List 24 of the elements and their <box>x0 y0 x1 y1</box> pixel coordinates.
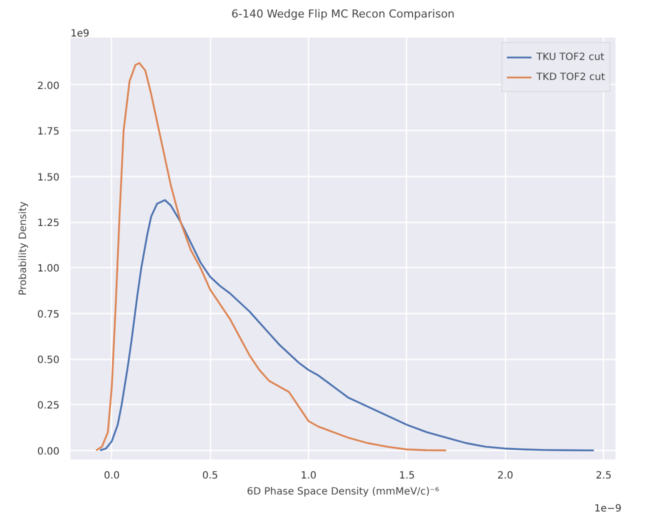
x-tick-label: 0.0 <box>104 470 120 482</box>
line-series <box>99 199 595 452</box>
y-tick-label: 0.75 <box>37 309 60 320</box>
x-tick-label: 1.5 <box>398 470 415 482</box>
annotation: 1e9 <box>70 28 90 40</box>
y-axis-title: Probability Density <box>18 201 30 296</box>
y-tick-label: 1.50 <box>37 172 60 184</box>
y-tick-label: 0.50 <box>37 355 60 366</box>
y-tick-label: 0.00 <box>37 446 60 458</box>
x-tick-label: 1.0 <box>300 470 317 482</box>
y-tick-label: 1.25 <box>37 218 60 230</box>
line-series <box>95 62 448 452</box>
y-tick-label: 0.25 <box>37 400 60 412</box>
y-tick-label: 1.75 <box>37 126 60 138</box>
x-axis-title: 6D Phase Space Density (mmMeV/c)⁻⁶ <box>246 486 440 498</box>
x-tick-label: 2.5 <box>596 470 612 482</box>
chart-title: 6-140 Wedge Flip MC Recon Comparison <box>231 8 455 20</box>
legend-label: TKD TOF2 cut <box>536 71 605 83</box>
legend-label: TKU TOF2 cut <box>536 51 604 63</box>
x-tick-label: 2.0 <box>497 470 514 482</box>
y-tick-label: 1.00 <box>37 264 60 275</box>
x-tick-label: 0.5 <box>202 470 218 482</box>
y-tick-label: 2.00 <box>37 81 60 92</box>
text: 1e−9 <box>594 504 622 514</box>
